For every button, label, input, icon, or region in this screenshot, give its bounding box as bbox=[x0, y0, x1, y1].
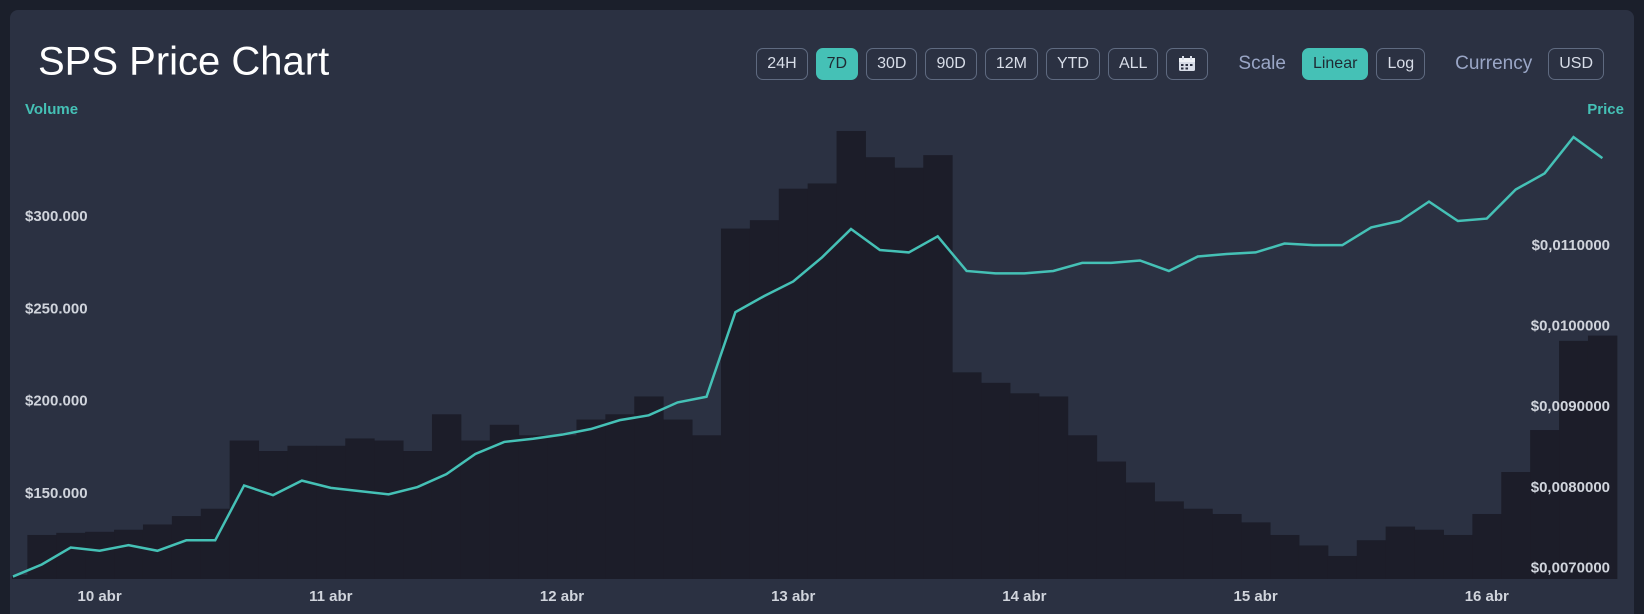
volume-bar bbox=[1327, 555, 1358, 579]
x-tick-label: 13 abr bbox=[771, 588, 815, 605]
volume-bar bbox=[1356, 540, 1387, 579]
range-button[interactable]: 90D bbox=[925, 48, 977, 80]
y-tick-label: $200.000 bbox=[25, 393, 88, 410]
volume-bar bbox=[923, 155, 953, 579]
volume-bar bbox=[171, 516, 202, 579]
x-tick-label: 12 abr bbox=[540, 588, 584, 605]
y2-tick-label: $0,0090000 bbox=[1531, 398, 1610, 415]
volume-bar bbox=[1096, 461, 1127, 579]
range-button[interactable]: 30D bbox=[866, 48, 918, 80]
range-button[interactable]: 7D bbox=[815, 48, 859, 80]
volume-bar bbox=[1298, 545, 1329, 579]
volume-bar bbox=[1183, 508, 1213, 579]
range-button[interactable]: ALL bbox=[1107, 48, 1159, 80]
y2-tick-label: $0,0070000 bbox=[1531, 559, 1610, 576]
volume-bar bbox=[1472, 513, 1502, 579]
volume-bar bbox=[287, 445, 317, 579]
volume-bar bbox=[374, 440, 404, 579]
volume-bar bbox=[663, 419, 693, 579]
volume-bar bbox=[27, 534, 57, 579]
volume-bar bbox=[952, 372, 982, 579]
scale-button[interactable]: Linear bbox=[1301, 48, 1369, 80]
volume-bar bbox=[1038, 396, 1069, 579]
volume-bar bbox=[605, 414, 635, 579]
x-tick-label: 10 abr bbox=[77, 588, 121, 605]
volume-bar bbox=[229, 440, 260, 579]
range-button[interactable]: 24H bbox=[756, 48, 808, 80]
volume-bar bbox=[1154, 501, 1184, 579]
volume-bar bbox=[720, 228, 751, 580]
y2-axis-label: Price bbox=[1587, 101, 1624, 118]
volume-bar bbox=[1009, 393, 1040, 579]
scale-label: Scale bbox=[1238, 53, 1286, 74]
volume-bar bbox=[1530, 430, 1560, 579]
volume-bar bbox=[1587, 335, 1618, 579]
volume-bar bbox=[316, 445, 346, 579]
volume-bar bbox=[460, 440, 491, 579]
volume-bar bbox=[547, 435, 577, 579]
volume-bar bbox=[1241, 522, 1271, 579]
volume-bar bbox=[749, 220, 780, 580]
volume-bar bbox=[981, 382, 1011, 579]
volume-bar bbox=[1125, 482, 1155, 579]
volume-bar bbox=[1067, 435, 1098, 579]
volume-bar bbox=[518, 435, 549, 579]
volume-bar bbox=[489, 424, 520, 579]
volume-bar bbox=[85, 531, 115, 579]
volume-bar bbox=[345, 438, 375, 579]
calendar-button[interactable] bbox=[1166, 48, 1209, 80]
x-tick-label: 15 abr bbox=[1233, 588, 1277, 605]
volume-bar bbox=[1385, 526, 1416, 579]
price-line bbox=[12, 135, 1604, 578]
y-axis-label: Volume bbox=[25, 101, 78, 118]
range-button[interactable]: 12M bbox=[984, 48, 1038, 80]
y-tick-label: $250.000 bbox=[25, 300, 88, 317]
volume-bar bbox=[56, 532, 86, 579]
volume-bar bbox=[1212, 513, 1242, 579]
y2-tick-label: $0,0100000 bbox=[1531, 318, 1610, 335]
volume-bar bbox=[692, 435, 722, 579]
volume-bar bbox=[12, 574, 28, 579]
volume-bar bbox=[114, 529, 144, 579]
controls: 24H 7D 30D 90D 12M YTD ALL Scale Linear Log Curren… bbox=[756, 48, 1604, 80]
volume-bar bbox=[1559, 340, 1589, 579]
volume-bar bbox=[1501, 472, 1531, 579]
volume-bar bbox=[865, 157, 895, 579]
y2-tick-label: $0,0110000 bbox=[1532, 237, 1610, 254]
volume-bar bbox=[778, 188, 809, 579]
x-tick-label: 14 abr bbox=[1002, 588, 1046, 605]
volume-bar bbox=[576, 419, 606, 579]
volume-bar bbox=[634, 396, 664, 579]
x-tick-label: 11 abr bbox=[309, 588, 353, 605]
y2-tick-label: $0,0080000 bbox=[1531, 479, 1610, 496]
volume-bar bbox=[258, 451, 288, 579]
volume-bar bbox=[1414, 529, 1444, 579]
volume-bar bbox=[1270, 534, 1300, 579]
x-tick-label: 16 abr bbox=[1465, 588, 1509, 605]
volume-bar bbox=[894, 167, 924, 579]
volume-bar bbox=[431, 414, 462, 579]
range-button[interactable]: YTD bbox=[1045, 48, 1100, 80]
volume-bar bbox=[403, 451, 433, 579]
currency-button[interactable]: USD bbox=[1548, 48, 1604, 80]
calendar-icon bbox=[1179, 56, 1196, 71]
volume-bars bbox=[12, 130, 1618, 580]
y-tick-label: $300.000 bbox=[25, 208, 88, 225]
scale-button[interactable]: Log bbox=[1376, 48, 1426, 80]
volume-bar bbox=[807, 183, 838, 580]
volume-bar bbox=[1443, 534, 1473, 579]
chart-title: SPS Price Chart bbox=[38, 40, 329, 84]
currency-label: Currency bbox=[1455, 53, 1533, 74]
y-tick-label: $150.000 bbox=[25, 485, 88, 502]
volume-bar bbox=[836, 130, 866, 580]
